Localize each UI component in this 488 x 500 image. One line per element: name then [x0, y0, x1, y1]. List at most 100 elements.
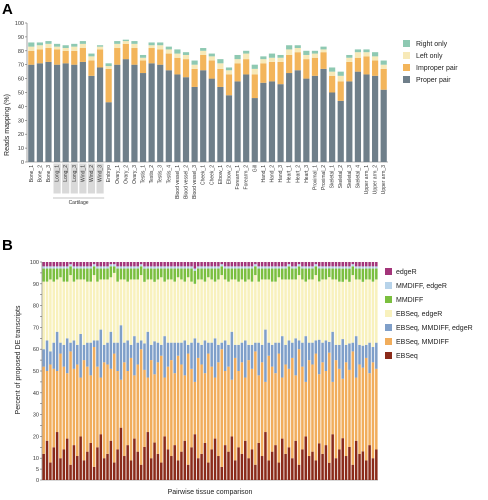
panel-b-bar-ebseq-66 — [260, 456, 264, 480]
panel-b-bar-ebseq-mmdiff-edger-19 — [102, 344, 106, 363]
panel-a-legend-swatch-improper-pair — [403, 64, 410, 71]
panel-b-bar-ebseq-mmdiff-24 — [119, 379, 123, 428]
panel-b-bar-mmdiff-57 — [230, 268, 234, 280]
panel-b-bar-mmdiff-edger-81 — [311, 266, 314, 269]
panel-b-bar-ebseq-edger-77 — [297, 275, 301, 341]
panel-b-bar-mmdiff-edger-10 — [72, 266, 76, 269]
panel-a-bar-proper-pair-proximal-1 — [311, 75, 319, 162]
panel-a-x-tick-label: Testis_1 — [141, 165, 147, 184]
panel-b-bar-ebseq-83 — [317, 443, 321, 480]
panel-b-bar-mmdiff-edger-97 — [364, 266, 368, 269]
panel-b-bar-ebseq-mmdiff-97 — [364, 357, 368, 461]
panel-a-x-tick-label: Wind_3 — [98, 165, 104, 182]
panel-a-bar-left-only-skeletal-3 — [346, 57, 353, 62]
panel-b-bar-edger-21 — [109, 262, 113, 265]
panel-a-bar-proper-pair-hand-1 — [260, 82, 267, 162]
panel-b-bar-ebseq-mmdiff-80 — [307, 360, 311, 457]
panel-b-bar-edger-29 — [136, 262, 140, 267]
panel-b-bar-ebseq-89 — [338, 449, 341, 480]
panel-b-bar-mmdiff-edger-53 — [217, 266, 220, 269]
panel-b-bar-ebseq-56 — [227, 451, 230, 480]
panel-a-y-tick-label: 60 — [18, 77, 24, 83]
panel-b-bar-ebseq-edger-64 — [254, 275, 257, 343]
panel-b-bar-mmdiff-100 — [375, 268, 378, 280]
panel-b-bar-ebseq-28 — [133, 438, 136, 480]
panel-b-bar-edger-42 — [180, 262, 183, 267]
panel-b-bar-ebseq-mmdiff-12 — [79, 377, 82, 437]
panel-b-bar-ebseq-edger-28 — [133, 279, 136, 337]
panel-b-bar-ebseq-edger-10 — [72, 281, 76, 341]
panel-b-y-tick-label: 0 — [36, 478, 39, 484]
panel-b-bar-ebseq-edger-87 — [331, 279, 334, 332]
panel-b-bar-edger-9 — [69, 262, 72, 265]
panel-b-bar-edger-51 — [210, 262, 213, 267]
panel-b-bar-ebseq-edger-88 — [334, 279, 338, 345]
panel-b-bar-ebseq-edger-5 — [55, 279, 59, 332]
panel-b-bar-edger-33 — [149, 262, 153, 267]
panel-b-bar-edger-31 — [143, 262, 146, 267]
panel-b-bar-ebseq-edger-66 — [260, 279, 264, 345]
panel-b-bar-ebseq-91 — [344, 456, 348, 480]
panel-b-bar-ebseq-77 — [297, 464, 301, 480]
panel-b-bar-ebseq-mmdiff-69 — [270, 366, 274, 452]
panel-b-bar-ebseq-58 — [233, 460, 237, 480]
panel-b-bar-ebseq-edger-45 — [190, 281, 193, 343]
panel-b-bar-edger-26 — [126, 262, 129, 267]
panel-b-bar-ebseq-mmdiff-57 — [230, 379, 234, 437]
panel-b-bar-edger-37 — [163, 262, 166, 267]
panel-b-bar-mmdiff-edger-86 — [328, 266, 331, 269]
panel-b-bar-ebseq-mmdiff-41 — [176, 355, 180, 461]
panel-b-bar-mmdiff-5 — [55, 268, 59, 280]
panel-b-bar-ebseq-mmdiff-edger-5 — [55, 331, 59, 371]
panel-b-bar-ebseq-mmdiff-edger-23 — [116, 342, 119, 371]
panel-b-bar-mmdiff-75 — [291, 268, 294, 280]
panel-b-bar-mmdiff-58 — [233, 268, 237, 280]
panel-b-bar-mmdiff-edger-47 — [196, 266, 200, 269]
panel-b-bar-ebseq-79 — [304, 436, 308, 480]
panel-a-x-tick-label: Proximal_1 — [312, 165, 318, 190]
panel-b-bar-ebseq-mmdiff-edger-76 — [294, 338, 297, 376]
panel-b-bar-ebseq-mmdiff-edger-15 — [89, 342, 92, 376]
panel-b-bar-ebseq-14 — [86, 451, 89, 480]
panel-b-bar-ebseq-mmdiff-1 — [42, 366, 45, 454]
panel-b-bar-mmdiff-edger-55 — [223, 266, 227, 269]
panel-a-highlight-wind-3 — [96, 163, 104, 194]
panel-b-bar-ebseq-edger-86 — [328, 277, 331, 342]
panel-b-bar-mmdiff-40 — [173, 268, 176, 282]
panel-b-bar-mmdiff-edger-74 — [287, 264, 291, 267]
panel-b-bar-mmdiff-edger-37 — [163, 266, 166, 269]
panel-b-bar-ebseq-mmdiff-53 — [217, 362, 220, 457]
panel-a-bar-proper-pair-upper-arm-3 — [380, 89, 387, 162]
panel-a-x-tick-label: Cheek_2 — [209, 165, 215, 185]
panel-b-bar-ebseq-mmdiff-edger-12 — [79, 333, 82, 378]
panel-b-bar-ebseq-mmdiff-17 — [96, 366, 99, 448]
panel-b-bar-mmdiff-edger-19 — [102, 266, 106, 269]
panel-a-x-tick-label: Skeletal_3 — [347, 165, 353, 189]
panel-b-bar-ebseq-mmdiff-edger-49 — [203, 340, 207, 374]
panel-a-bar-proper-pair-heart-3 — [303, 78, 310, 162]
panel-b-bar-ebseq-mmdiff-47 — [196, 357, 200, 459]
panel-b-bar-ebseq-mmdiff-edger-94 — [354, 336, 358, 378]
panel-b-legend-label-ebseq-edger: EBSeq, edgeR — [396, 311, 442, 318]
panel-b-bar-mmdiff-12 — [79, 268, 82, 280]
panel-b-legend-label-mmdiff-edger: MMDIFF, edgeR — [396, 283, 447, 290]
panel-b-bar-ebseq-mmdiff-edger-88 — [334, 344, 338, 361]
panel-b-bar-ebseq-edger-63 — [250, 281, 254, 345]
panel-a-y-axis-title: Reads mapping (%) — [4, 94, 11, 156]
panel-b-bar-mmdiff-99 — [371, 268, 375, 282]
panel-b-bar-ebseq-mmdiff-99 — [371, 362, 375, 459]
panel-b-bar-ebseq-mmdiff-edger-56 — [227, 344, 230, 367]
panel-b-bar-ebseq-mmdiff-edger-36 — [160, 344, 163, 356]
panel-b-bar-ebseq-mmdiff-edger-10 — [72, 340, 76, 369]
panel-b-bar-ebseq-mmdiff-75 — [291, 357, 294, 459]
panel-b-bar-ebseq-78 — [301, 449, 304, 480]
panel-b-bar-ebseq-edger-94 — [354, 279, 358, 337]
panel-b-bar-ebseq-mmdiff-edger-98 — [368, 342, 371, 374]
panel-a-x-tick-label: Hand_2 — [269, 165, 275, 183]
panel-b-bar-mmdiff-60 — [240, 268, 244, 280]
panel-b-bar-ebseq-mmdiff-edger-72 — [280, 336, 284, 378]
panel-b-bar-ebseq-mmdiff-edger-80 — [307, 342, 311, 361]
panel-b-bar-edger-1 — [42, 262, 45, 267]
panel-b-bar-ebseq-edger-98 — [368, 279, 371, 343]
panel-a-bar-improper-pair-testis-2 — [148, 48, 155, 64]
